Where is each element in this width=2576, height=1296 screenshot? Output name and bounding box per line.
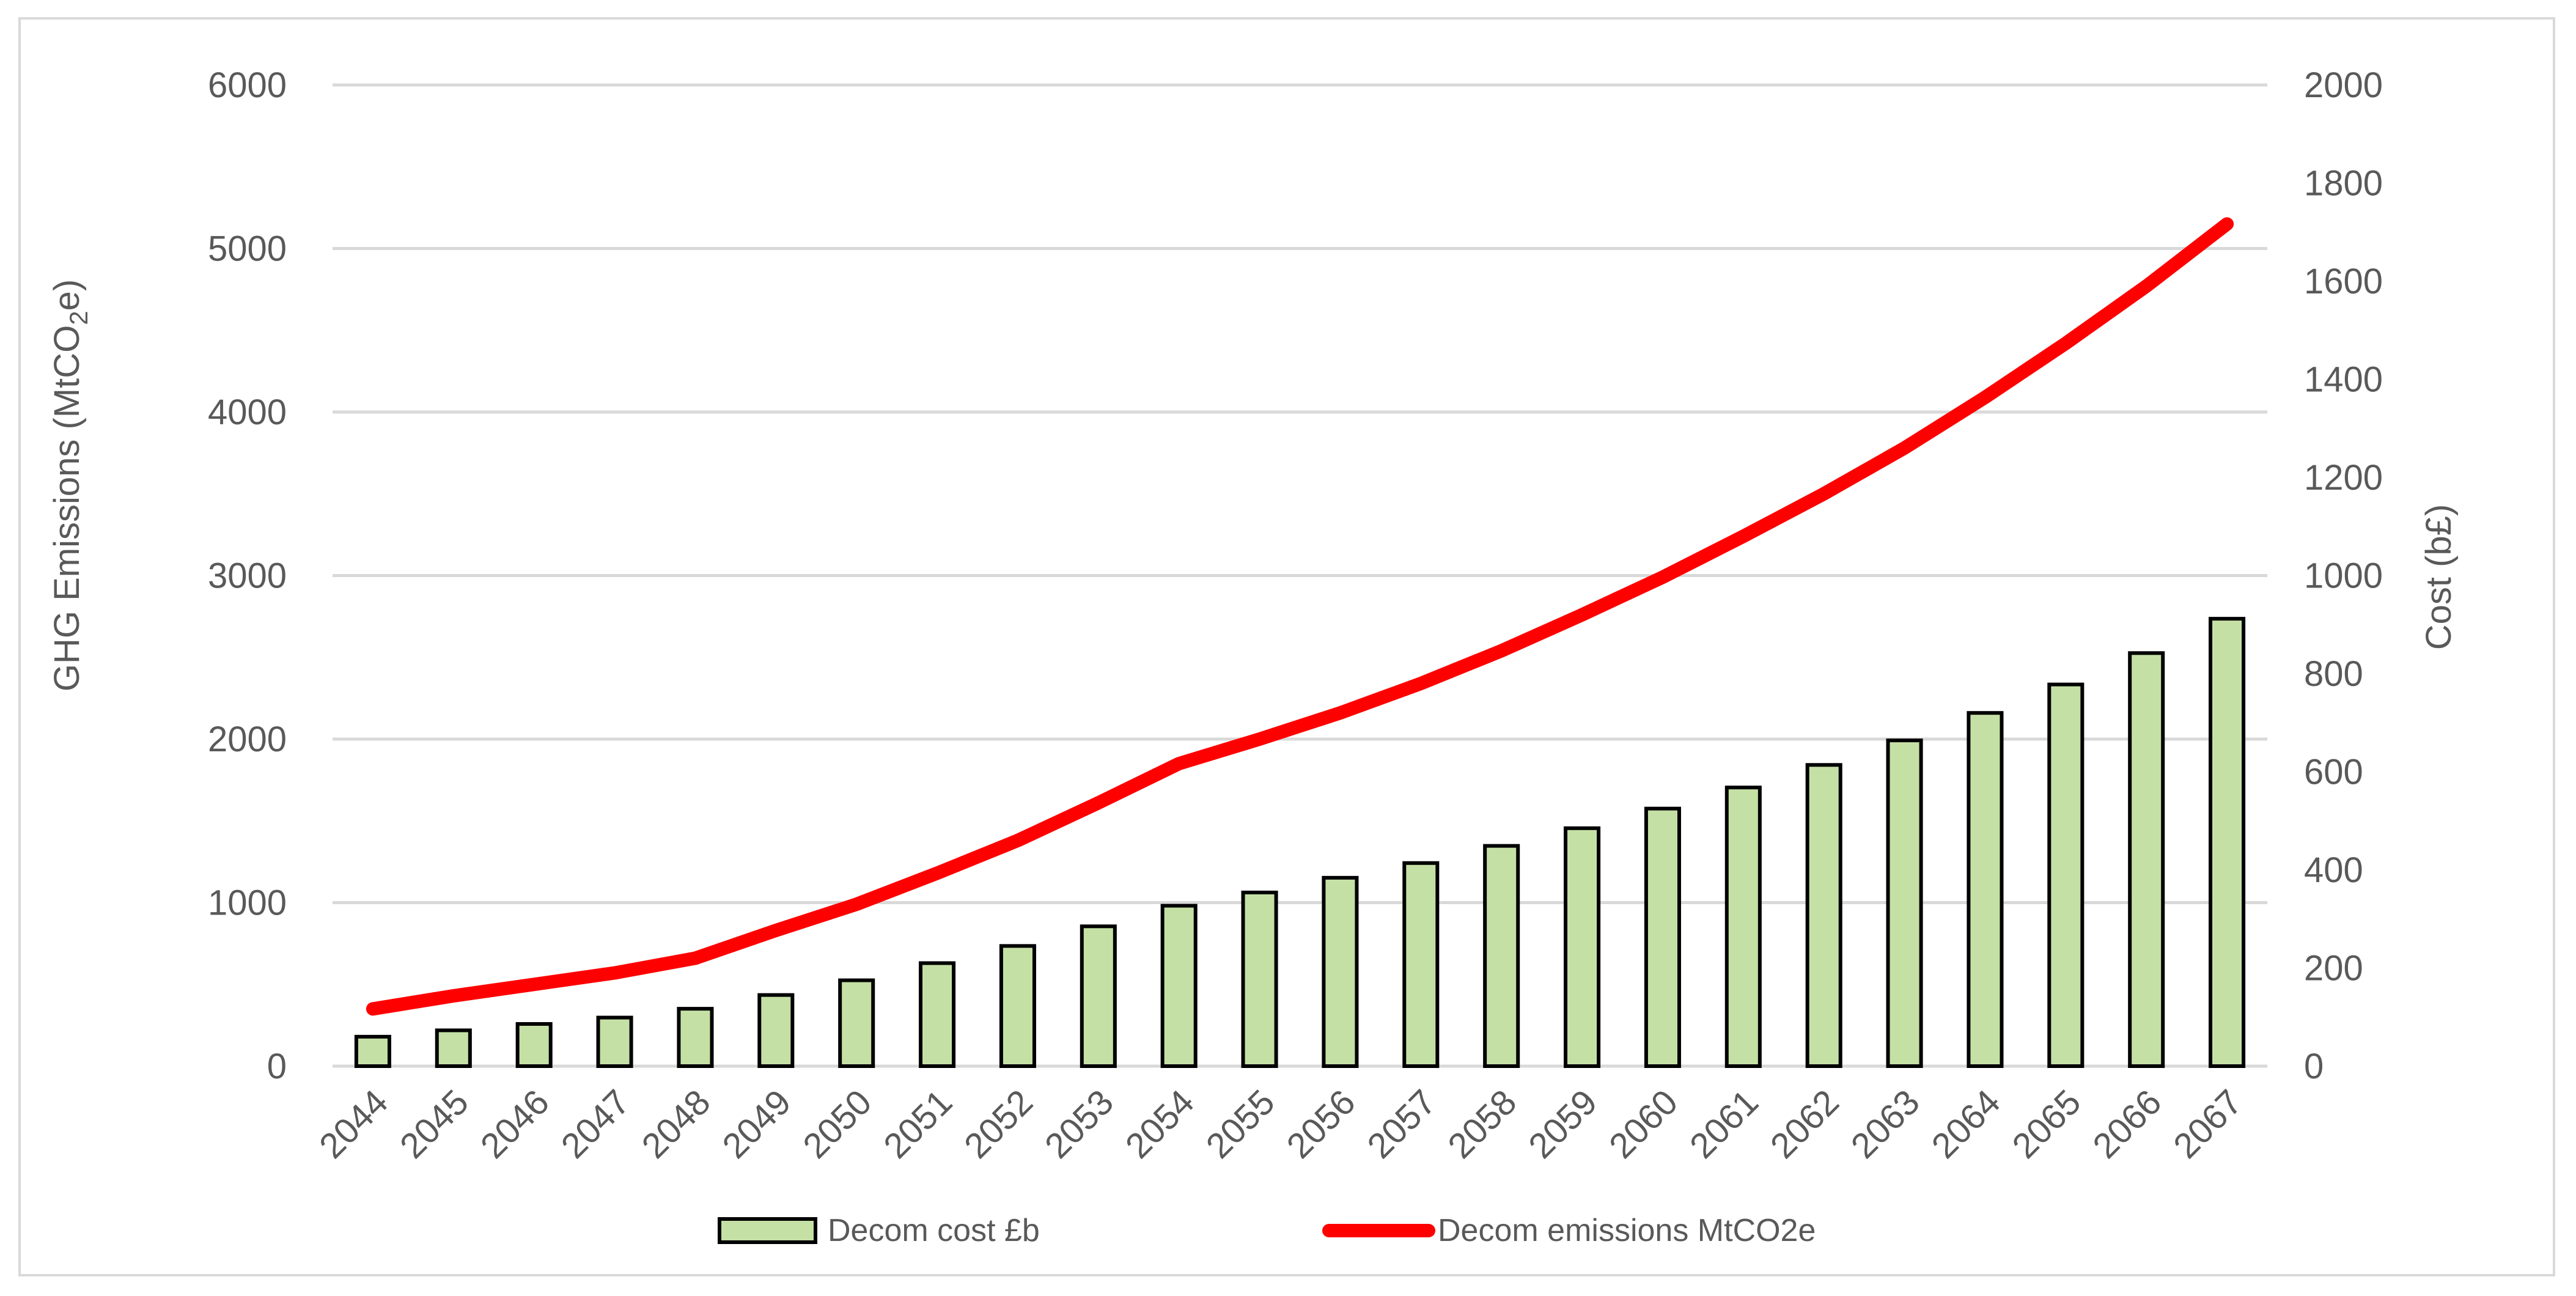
bar bbox=[1483, 844, 1520, 1068]
left-axis-title: GHG Emissions (MtCO2e) bbox=[47, 279, 93, 691]
x-tick-label: 2051 bbox=[876, 1082, 960, 1166]
x-tick-label: 2046 bbox=[473, 1082, 557, 1166]
legend: Decom cost £b Decom emissions MtCO2e bbox=[718, 1213, 1816, 1248]
bar bbox=[677, 1007, 714, 1069]
left-tick-label: 5000 bbox=[208, 229, 287, 269]
legend-swatch-bar bbox=[718, 1217, 817, 1244]
right-axis-ticks: 0 200 400 600 800 1000 1200 1400 1600 1800 2000 bbox=[2304, 65, 2383, 1086]
right-tick-label: 1400 bbox=[2304, 360, 2383, 400]
bar bbox=[1644, 806, 1681, 1068]
right-tick-label: 1000 bbox=[2304, 556, 2383, 596]
x-tick-label: 2049 bbox=[715, 1082, 798, 1166]
bar bbox=[1724, 786, 1762, 1069]
bar bbox=[596, 1015, 633, 1068]
x-tick-label: 2062 bbox=[1763, 1082, 1847, 1166]
x-tick-label: 2055 bbox=[1199, 1082, 1282, 1166]
left-axis-title-subscript: 2 bbox=[64, 311, 93, 325]
bar bbox=[1322, 875, 1359, 1068]
x-tick-label: 2052 bbox=[957, 1082, 1040, 1166]
combo-chart: 0 1000 2000 3000 4000 5000 6000 0 200 400 600 800 1… bbox=[47, 65, 2459, 1248]
right-tick-label: 1600 bbox=[2304, 262, 2383, 301]
bar bbox=[354, 1034, 391, 1068]
left-tick-label: 1000 bbox=[208, 883, 287, 923]
right-axis-title: Cost (b£) bbox=[2419, 504, 2459, 650]
x-tick-label: 2056 bbox=[1279, 1082, 1363, 1166]
bar bbox=[2128, 651, 2165, 1069]
chart-frame: 0 1000 2000 3000 4000 5000 6000 0 200 400 600 800 1… bbox=[18, 17, 2555, 1276]
left-axis-title-end: e) bbox=[47, 279, 87, 311]
bar bbox=[999, 944, 1036, 1068]
bar bbox=[757, 993, 795, 1068]
gridlines bbox=[333, 83, 2267, 1068]
line-series bbox=[366, 217, 2234, 1016]
x-tick-label: 2054 bbox=[1118, 1082, 1202, 1166]
left-axis-ticks: 0 1000 2000 3000 4000 5000 6000 bbox=[208, 65, 287, 1086]
x-tick-label: 2058 bbox=[1440, 1082, 1524, 1166]
right-tick-label: 1200 bbox=[2304, 458, 2383, 498]
left-tick-label: 6000 bbox=[208, 65, 287, 105]
x-tick-label: 2044 bbox=[312, 1082, 396, 1166]
right-tick-label: 800 bbox=[2304, 654, 2363, 694]
x-tick-label: 2063 bbox=[1844, 1082, 1927, 1166]
right-tick-label: 200 bbox=[2304, 949, 2363, 989]
x-tick-label: 2059 bbox=[1521, 1082, 1605, 1166]
bar bbox=[1241, 890, 1278, 1069]
right-tick-label: 1800 bbox=[2304, 164, 2383, 204]
legend-label-line: Decom emissions MtCO2e bbox=[1438, 1213, 1816, 1248]
x-tick-label: 2060 bbox=[1602, 1082, 1685, 1166]
bar bbox=[1160, 904, 1198, 1069]
right-tick-label: 2000 bbox=[2304, 65, 2383, 105]
x-axis-ticks: 2044204520462047204820492050205120522053… bbox=[312, 1082, 2250, 1166]
left-tick-label: 3000 bbox=[208, 556, 287, 596]
x-tick-label: 2053 bbox=[1037, 1082, 1121, 1166]
right-tick-label: 0 bbox=[2304, 1047, 2324, 1086]
left-tick-label: 4000 bbox=[208, 392, 287, 432]
x-tick-label: 2048 bbox=[634, 1082, 718, 1166]
bar bbox=[2047, 682, 2085, 1068]
x-tick-label: 2066 bbox=[2085, 1082, 2169, 1166]
bar bbox=[1564, 826, 1601, 1068]
bar-series bbox=[354, 617, 2246, 1069]
legend-label-bar: Decom cost £b bbox=[828, 1213, 1040, 1248]
left-tick-label: 0 bbox=[267, 1047, 287, 1086]
bar bbox=[1805, 763, 1842, 1068]
bar bbox=[1080, 924, 1117, 1068]
bar bbox=[838, 978, 875, 1068]
x-tick-label: 2065 bbox=[2004, 1082, 2088, 1166]
x-tick-label: 2057 bbox=[1360, 1082, 1443, 1166]
x-tick-label: 2061 bbox=[1682, 1082, 1766, 1166]
right-tick-label: 600 bbox=[2304, 753, 2363, 792]
x-tick-label: 2064 bbox=[1924, 1082, 2007, 1166]
left-tick-label: 2000 bbox=[208, 720, 287, 759]
bar bbox=[1886, 738, 1923, 1068]
bar bbox=[1967, 711, 2004, 1068]
bar bbox=[435, 1028, 472, 1068]
bar bbox=[1402, 861, 1440, 1068]
x-tick-label: 2067 bbox=[2166, 1082, 2250, 1166]
x-tick-label: 2050 bbox=[795, 1082, 879, 1166]
right-tick-label: 400 bbox=[2304, 850, 2363, 890]
emissions-line bbox=[366, 217, 2234, 1016]
bar bbox=[919, 961, 956, 1068]
x-tick-label: 2047 bbox=[554, 1082, 638, 1166]
bar bbox=[515, 1022, 553, 1068]
x-tick-label: 2045 bbox=[392, 1082, 476, 1166]
bar bbox=[2209, 617, 2246, 1068]
